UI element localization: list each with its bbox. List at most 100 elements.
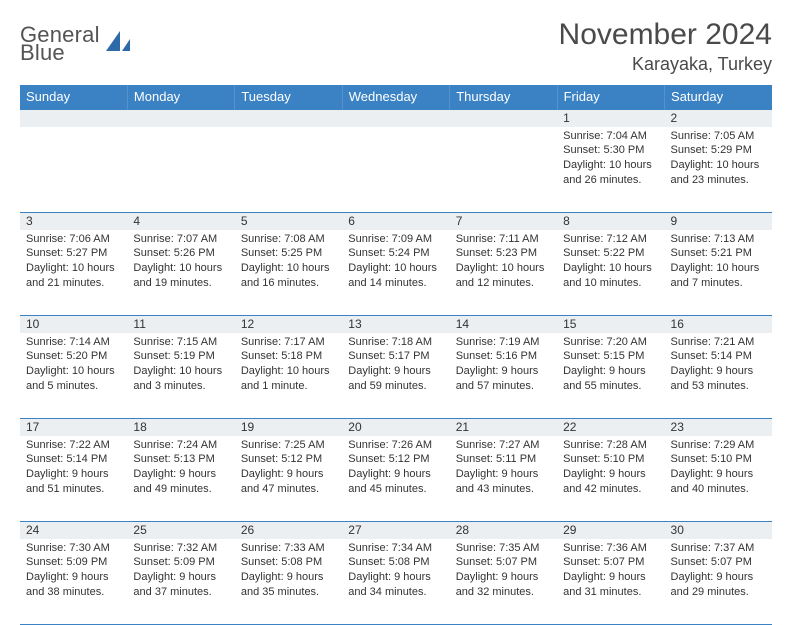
daylight-text: and 5 minutes. [26, 379, 121, 394]
day-cell: Sunrise: 7:29 AMSunset: 5:10 PMDaylight:… [665, 436, 772, 522]
week-row: Sunrise: 7:14 AMSunset: 5:20 PMDaylight:… [20, 333, 772, 419]
day-cell: Sunrise: 7:13 AMSunset: 5:21 PMDaylight:… [665, 230, 772, 316]
daylight-text: and 43 minutes. [456, 482, 551, 497]
calendar-table: Sunday Monday Tuesday Wednesday Thursday… [20, 85, 772, 625]
daylight-text: Daylight: 9 hours [133, 467, 228, 482]
sunrise-text: Sunrise: 7:07 AM [133, 232, 228, 247]
sunset-text: Sunset: 5:11 PM [456, 452, 551, 467]
day-number: 9 [665, 213, 772, 230]
daynum-row: 17181920212223 [20, 419, 772, 436]
day-cell: Sunrise: 7:26 AMSunset: 5:12 PMDaylight:… [342, 436, 449, 522]
week-row: Sunrise: 7:22 AMSunset: 5:14 PMDaylight:… [20, 436, 772, 522]
daylight-text: and 49 minutes. [133, 482, 228, 497]
sunset-text: Sunset: 5:09 PM [26, 555, 121, 570]
day-number: 4 [127, 213, 234, 230]
daylight-text: Daylight: 10 hours [241, 364, 336, 379]
daylight-text: Daylight: 9 hours [671, 364, 766, 379]
day-number: 27 [342, 522, 449, 539]
sunrise-text: Sunrise: 7:04 AM [563, 129, 658, 144]
day-cell: Sunrise: 7:08 AMSunset: 5:25 PMDaylight:… [235, 230, 342, 316]
sunset-text: Sunset: 5:12 PM [348, 452, 443, 467]
sunset-text: Sunset: 5:22 PM [563, 246, 658, 261]
day-number: 29 [557, 522, 664, 539]
day-cell: Sunrise: 7:21 AMSunset: 5:14 PMDaylight:… [665, 333, 772, 419]
day-cell: Sunrise: 7:04 AMSunset: 5:30 PMDaylight:… [557, 127, 664, 213]
weekday-header: Saturday [665, 85, 772, 110]
sunset-text: Sunset: 5:23 PM [456, 246, 551, 261]
day-number: 28 [450, 522, 557, 539]
day-number: 15 [557, 316, 664, 333]
daylight-text: Daylight: 9 hours [241, 570, 336, 585]
daylight-text: Daylight: 10 hours [241, 261, 336, 276]
sunrise-text: Sunrise: 7:27 AM [456, 438, 551, 453]
daylight-text: Daylight: 10 hours [133, 261, 228, 276]
title-block: November 2024 Karayaka, Turkey [559, 18, 772, 75]
daylight-text: Daylight: 10 hours [348, 261, 443, 276]
weekday-header: Thursday [450, 85, 557, 110]
day-number: 24 [20, 522, 127, 539]
weekday-header: Friday [557, 85, 664, 110]
day-number: 11 [127, 316, 234, 333]
brand-text: General Blue [20, 24, 100, 64]
sunrise-text: Sunrise: 7:26 AM [348, 438, 443, 453]
sunset-text: Sunset: 5:08 PM [348, 555, 443, 570]
day-cell [20, 127, 127, 213]
day-number: 1 [557, 110, 664, 127]
daylight-text: Daylight: 10 hours [563, 261, 658, 276]
daylight-text: Daylight: 9 hours [348, 467, 443, 482]
daylight-text: Daylight: 10 hours [133, 364, 228, 379]
week-row: Sunrise: 7:06 AMSunset: 5:27 PMDaylight:… [20, 230, 772, 316]
daylight-text: Daylight: 9 hours [563, 467, 658, 482]
daylight-text: Daylight: 9 hours [26, 570, 121, 585]
sunset-text: Sunset: 5:19 PM [133, 349, 228, 364]
day-cell: Sunrise: 7:12 AMSunset: 5:22 PMDaylight:… [557, 230, 664, 316]
day-number: 23 [665, 419, 772, 436]
day-number: 14 [450, 316, 557, 333]
sunset-text: Sunset: 5:27 PM [26, 246, 121, 261]
sunset-text: Sunset: 5:26 PM [133, 246, 228, 261]
daylight-text: and 40 minutes. [671, 482, 766, 497]
day-cell: Sunrise: 7:22 AMSunset: 5:14 PMDaylight:… [20, 436, 127, 522]
day-number [127, 110, 234, 127]
sunset-text: Sunset: 5:09 PM [133, 555, 228, 570]
sunrise-text: Sunrise: 7:32 AM [133, 541, 228, 556]
sunrise-text: Sunrise: 7:09 AM [348, 232, 443, 247]
day-number: 5 [235, 213, 342, 230]
daylight-text: and 34 minutes. [348, 585, 443, 600]
daylight-text: and 57 minutes. [456, 379, 551, 394]
day-number [235, 110, 342, 127]
daylight-text: and 19 minutes. [133, 276, 228, 291]
sunset-text: Sunset: 5:15 PM [563, 349, 658, 364]
sunset-text: Sunset: 5:12 PM [241, 452, 336, 467]
day-number: 7 [450, 213, 557, 230]
daylight-text: and 38 minutes. [26, 585, 121, 600]
weekday-header: Monday [127, 85, 234, 110]
day-cell: Sunrise: 7:11 AMSunset: 5:23 PMDaylight:… [450, 230, 557, 316]
weekday-header: Tuesday [235, 85, 342, 110]
header: General Blue November 2024 Karayaka, Tur… [20, 18, 772, 75]
daylight-text: and 37 minutes. [133, 585, 228, 600]
daylight-text: Daylight: 10 hours [26, 364, 121, 379]
daylight-text: and 12 minutes. [456, 276, 551, 291]
day-number: 13 [342, 316, 449, 333]
sunrise-text: Sunrise: 7:15 AM [133, 335, 228, 350]
sunrise-text: Sunrise: 7:29 AM [671, 438, 766, 453]
page: General Blue November 2024 Karayaka, Tur… [0, 0, 792, 612]
day-cell [235, 127, 342, 213]
daylight-text: Daylight: 9 hours [456, 467, 551, 482]
sunrise-text: Sunrise: 7:21 AM [671, 335, 766, 350]
daylight-text: and 7 minutes. [671, 276, 766, 291]
weekday-header: Wednesday [342, 85, 449, 110]
daynum-row: 24252627282930 [20, 522, 772, 539]
brand-logo: General Blue [20, 18, 132, 64]
day-cell [127, 127, 234, 213]
sunset-text: Sunset: 5:10 PM [563, 452, 658, 467]
day-cell: Sunrise: 7:07 AMSunset: 5:26 PMDaylight:… [127, 230, 234, 316]
day-cell: Sunrise: 7:19 AMSunset: 5:16 PMDaylight:… [450, 333, 557, 419]
daylight-text: and 59 minutes. [348, 379, 443, 394]
day-cell [450, 127, 557, 213]
daylight-text: and 23 minutes. [671, 173, 766, 188]
sunset-text: Sunset: 5:30 PM [563, 143, 658, 158]
sunrise-text: Sunrise: 7:30 AM [26, 541, 121, 556]
daylight-text: Daylight: 9 hours [241, 467, 336, 482]
